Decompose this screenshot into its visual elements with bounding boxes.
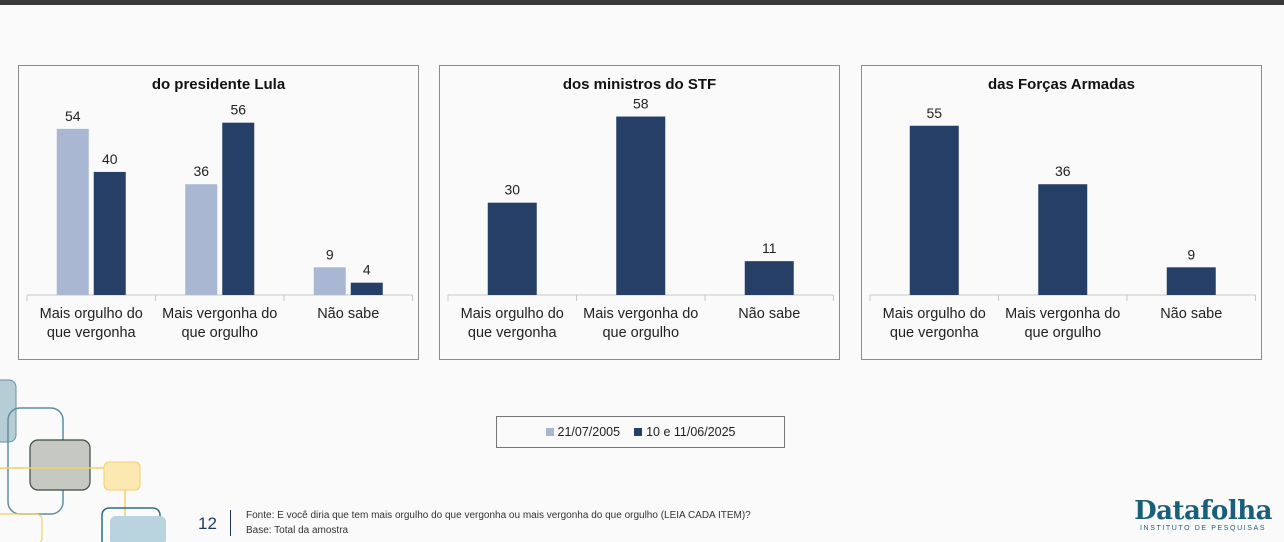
bar (313, 267, 346, 295)
category-label: que orgulho (602, 325, 679, 341)
chart-panel-forcas-armadas: das Forças Armadas 55 Mais orgulho do que … (861, 65, 1262, 360)
category-label: que orgulho (1024, 325, 1101, 341)
data-label: 30 (504, 182, 520, 198)
bar-chart-forcas-armadas: 55 Mais orgulho do que vergonha 36 Mais verg… (869, 105, 1256, 341)
category-label: que vergonha (47, 325, 137, 341)
bar (93, 171, 126, 295)
bar (1166, 267, 1216, 295)
logo-name: Datafolha (1134, 496, 1272, 526)
category-label: que orgulho (181, 325, 258, 341)
bar (487, 202, 537, 295)
bar (56, 128, 89, 295)
category-label: que vergonha (468, 325, 558, 341)
data-label: 56 (230, 102, 246, 118)
bar-chart-stf: 30 Mais orgulho do que vergonha 58 Mais verg… (447, 96, 834, 341)
bar (222, 122, 255, 295)
data-label: 55 (926, 105, 942, 121)
chart-title: das Forças Armadas (987, 76, 1135, 93)
footer-base: Base: Total da amostra (246, 525, 349, 536)
data-label: 9 (1187, 246, 1195, 262)
category-label: Mais vergonha do (583, 306, 698, 322)
legend-swatch-2025 (634, 428, 643, 436)
legend-label: 10 e 11/06/2025 (646, 425, 736, 439)
data-label: 36 (1055, 163, 1071, 179)
bar (909, 125, 959, 295)
data-label: 9 (326, 246, 334, 262)
page-number: 12 (198, 514, 217, 533)
legend-item-2025: 10 e 11/06/2025 (634, 425, 736, 439)
data-label: 36 (193, 163, 209, 179)
footer-source: Fonte: E você diria que tem mais orgulho… (246, 510, 751, 521)
legend-label: 21/07/2005 (557, 425, 621, 439)
category-label: Mais vergonha do (162, 306, 277, 322)
bar (616, 116, 666, 296)
category-label: Mais orgulho do (461, 306, 564, 322)
chart-panel-stf: dos ministros do STF 30 Mais orgulho do qu… (439, 65, 840, 360)
legend-swatch-2005 (545, 428, 554, 436)
category-label: Não sabe (738, 306, 800, 322)
chart-panel-lula: do presidente Lula 54 40 Mais orgulho do qu… (18, 65, 419, 360)
data-label: 4 (363, 262, 371, 278)
category-label: Não sabe (1160, 306, 1222, 322)
category-label: Não sabe (317, 306, 379, 322)
chart-title: do presidente Lula (151, 76, 286, 93)
data-label: 40 (102, 151, 118, 167)
bar (1038, 184, 1088, 295)
data-label: 11 (762, 240, 777, 256)
datafolha-logo: Datafolha INSTITUTO DE PESQUISAS (1134, 498, 1272, 532)
legend-item-2005: 21/07/2005 (545, 425, 621, 439)
data-label: 58 (633, 96, 649, 112)
bar (744, 261, 794, 295)
decorative-squares (0, 379, 166, 542)
logo-subtitle: INSTITUTO DE PESQUISAS (1140, 525, 1267, 532)
bar-chart-lula: 54 40 Mais orgulho do que vergonha 36 56 Mais … (26, 102, 413, 341)
category-label: que vergonha (890, 325, 980, 341)
legend: 21/07/2005 10 e 11/06/2025 (496, 416, 785, 448)
bar (350, 282, 383, 295)
category-label: Mais orgulho do (883, 306, 986, 322)
data-label: 54 (65, 108, 81, 124)
chart-title: dos ministros do STF (562, 76, 717, 93)
footer-divider (230, 510, 231, 536)
top-bar (0, 0, 1284, 5)
category-label: Mais orgulho do (40, 306, 143, 322)
bar (185, 184, 218, 295)
category-label: Mais vergonha do (1005, 306, 1120, 322)
